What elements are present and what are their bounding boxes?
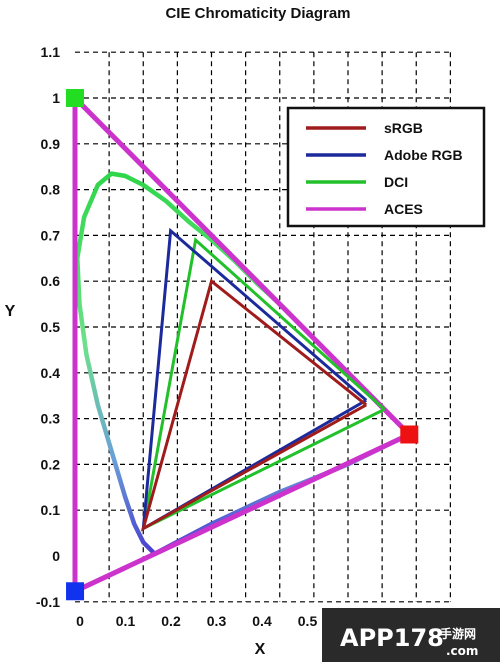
- x-tick-label: 0.2: [161, 613, 181, 629]
- gamut-srgb: [140, 278, 368, 532]
- watermark-bg: [322, 608, 500, 662]
- y-axis-label: Y: [5, 303, 16, 320]
- legend-label: ACES: [384, 201, 423, 217]
- y-tick-label: 0.5: [41, 319, 61, 335]
- y-tick-label: -0.1: [36, 594, 60, 610]
- legend-box: [286, 106, 486, 228]
- legend-label: Adobe RGB: [384, 147, 463, 163]
- y-tick-label: 0.9: [41, 136, 61, 152]
- chart-title: CIE Chromaticity Diagram: [165, 5, 350, 22]
- gamut-adobe-rgb: [141, 227, 368, 532]
- y-tick-label: 0: [52, 548, 60, 564]
- legend-label: DCI: [384, 174, 408, 190]
- y-tick-label: 0.6: [41, 273, 61, 289]
- y-tick-label: 0.8: [41, 182, 61, 198]
- primary-marker: [66, 89, 84, 107]
- y-tick-label: 0.7: [41, 227, 61, 243]
- gamut-aces: [72, 91, 412, 596]
- y-tick-label: 1.1: [41, 44, 61, 60]
- x-tick-label: 0.4: [252, 613, 272, 629]
- primary-marker: [66, 582, 85, 601]
- plot-area: [66, 89, 419, 601]
- y-tick-label: 0.2: [41, 456, 61, 472]
- legend-label: sRGB: [384, 120, 423, 136]
- x-tick-label: 0.5: [298, 613, 318, 629]
- y-tick-label: 1: [52, 90, 60, 106]
- watermark-text: APP178: [340, 624, 444, 652]
- x-axis-ticks: 00.10.20.30.40.50.6: [76, 613, 363, 629]
- y-tick-label: 0.1: [41, 502, 61, 518]
- primary-marker: [400, 425, 419, 444]
- spectral-locus: [75, 171, 412, 556]
- y-tick-label: 0.3: [41, 411, 61, 427]
- x-tick-label: 0.1: [116, 613, 136, 629]
- watermark-domain: .com: [446, 644, 478, 658]
- y-axis-ticks: 1.1 1 0.9 0.8 0.7 0.6 0.5 0.4 0.3 0.2 0.1 0 -0.1: [36, 44, 60, 610]
- x-tick-label: 0.3: [207, 613, 227, 629]
- x-tick-label: 0: [76, 613, 84, 629]
- gamut-dci: [141, 237, 386, 532]
- watermark-suffix: 手游网: [440, 626, 476, 641]
- watermark: APP178 手游网 .com: [322, 608, 500, 662]
- y-tick-label: 0.4: [41, 365, 61, 381]
- legend: sRGB Adobe RGB DCI ACES: [286, 106, 486, 228]
- x-axis-label: X: [255, 641, 266, 658]
